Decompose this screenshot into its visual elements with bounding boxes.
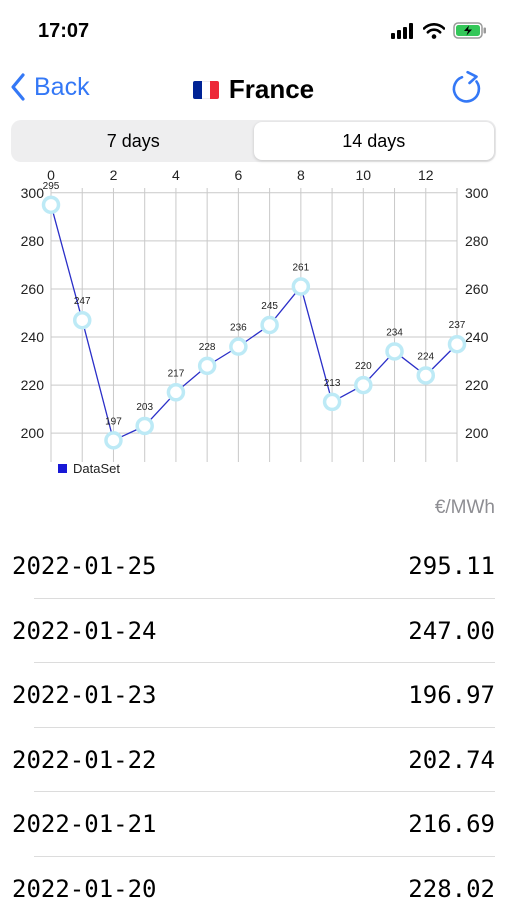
data-label: 295 (43, 181, 60, 192)
data-point (322, 392, 342, 412)
battery-charging-icon (453, 22, 486, 39)
price-row[interactable]: 2022-01-21 216.69 (0, 792, 507, 857)
y-tick-label-left: 220 (21, 377, 45, 393)
price-chart: 0 2 4 6 8 10 12 200 200 220 220 240 240 260 260 280 280 3… (0, 166, 507, 486)
status-bar: 17:07 (0, 0, 507, 62)
y-tick-label-right: 260 (465, 281, 489, 297)
y-tick-label-left: 200 (21, 425, 45, 441)
y-tick-label-right: 240 (465, 329, 489, 345)
y-tick-label-right: 280 (465, 233, 489, 249)
data-label: 237 (449, 320, 466, 331)
data-label: 247 (74, 296, 91, 307)
refresh-button[interactable] (449, 68, 485, 108)
data-point (72, 310, 92, 330)
x-tick-label: 0 (47, 167, 55, 183)
segment-14-days[interactable]: 14 days (253, 122, 494, 160)
x-tick-label: 4 (172, 167, 180, 183)
data-point (447, 334, 467, 354)
legend-label: DataSet (73, 461, 120, 476)
price-date: 2022-01-25 (12, 552, 157, 581)
price-row[interactable]: 2022-01-22 202.74 (0, 728, 507, 793)
y-tick-label-left: 280 (21, 233, 45, 249)
x-tick-label: 10 (356, 167, 372, 183)
page-title-container: France (0, 74, 507, 105)
data-point (354, 375, 373, 395)
y-tick-label-left: 260 (21, 281, 45, 297)
price-date: 2022-01-20 (12, 874, 157, 900)
status-icons (391, 22, 487, 39)
price-value: 228.02 (408, 874, 495, 900)
data-point (260, 315, 279, 335)
price-list: 2022-01-25 295.11 2022-01-24 247.00 2022… (0, 534, 507, 900)
data-point (166, 383, 186, 402)
price-date: 2022-01-23 (12, 681, 157, 710)
france-flag-icon (192, 80, 219, 99)
data-label: 236 (230, 323, 247, 334)
wifi-icon (423, 22, 445, 39)
price-value: 202.74 (408, 745, 495, 774)
data-point (291, 277, 311, 296)
price-row[interactable]: 2022-01-23 196.97 (0, 663, 507, 728)
price-value: 216.69 (408, 810, 495, 839)
price-value: 295.11 (408, 552, 495, 581)
y-tick-label-right: 300 (465, 185, 489, 201)
data-point (41, 195, 61, 215)
cellular-signal-icon (391, 22, 413, 39)
data-label: 228 (199, 342, 216, 353)
price-row[interactable]: 2022-01-20 228.02 (0, 857, 507, 900)
back-button-label: Back (34, 72, 90, 101)
y-tick-label-left: 240 (21, 329, 45, 345)
data-label: 224 (417, 351, 434, 362)
x-tick-label: 2 (110, 167, 118, 183)
data-label: 217 (168, 368, 185, 379)
y-tick-label-right: 220 (465, 377, 489, 393)
x-tick-label: 8 (297, 167, 305, 183)
period-segmented-control: 7 days 14 days (11, 120, 496, 162)
price-value: 247.00 (408, 616, 495, 645)
x-tick-label: 6 (234, 167, 242, 183)
unit-label: €/MWh (434, 497, 495, 518)
price-date: 2022-01-24 (12, 616, 157, 645)
price-value: 196.97 (408, 681, 495, 710)
y-tick-label-right: 200 (465, 425, 489, 441)
data-point (135, 416, 154, 436)
data-label: 261 (293, 263, 310, 274)
data-label: 220 (355, 361, 372, 372)
status-time: 17:07 (38, 20, 90, 42)
back-button[interactable]: Back (10, 72, 90, 102)
data-point (104, 431, 123, 450)
data-point (385, 342, 404, 361)
series-line (50, 204, 458, 442)
navigation-bar: Back France (0, 62, 507, 118)
data-label: 203 (136, 402, 153, 413)
data-label: 197 (105, 416, 122, 427)
price-row[interactable]: 2022-01-25 295.11 (0, 534, 507, 599)
data-label: 213 (324, 378, 341, 389)
data-label: 234 (386, 327, 403, 338)
segment-7-days[interactable]: 7 days (106, 130, 160, 151)
x-tick-label: 12 (418, 167, 434, 183)
y-tick-label-left: 300 (21, 185, 45, 201)
chevron-left-icon (11, 73, 25, 101)
legend-swatch (58, 464, 67, 473)
data-point (229, 337, 248, 356)
price-row[interactable]: 2022-01-24 247.00 (0, 599, 507, 664)
price-line-chart: 0 2 4 6 8 10 12 200 200 220 220 240 240 260 260 280 280 3… (21, 167, 489, 476)
data-point (416, 366, 436, 385)
price-date: 2022-01-21 (12, 810, 157, 839)
data-label: 245 (261, 301, 278, 312)
page-title: France (228, 74, 315, 104)
data-point (197, 356, 217, 376)
price-date: 2022-01-22 (12, 745, 157, 774)
